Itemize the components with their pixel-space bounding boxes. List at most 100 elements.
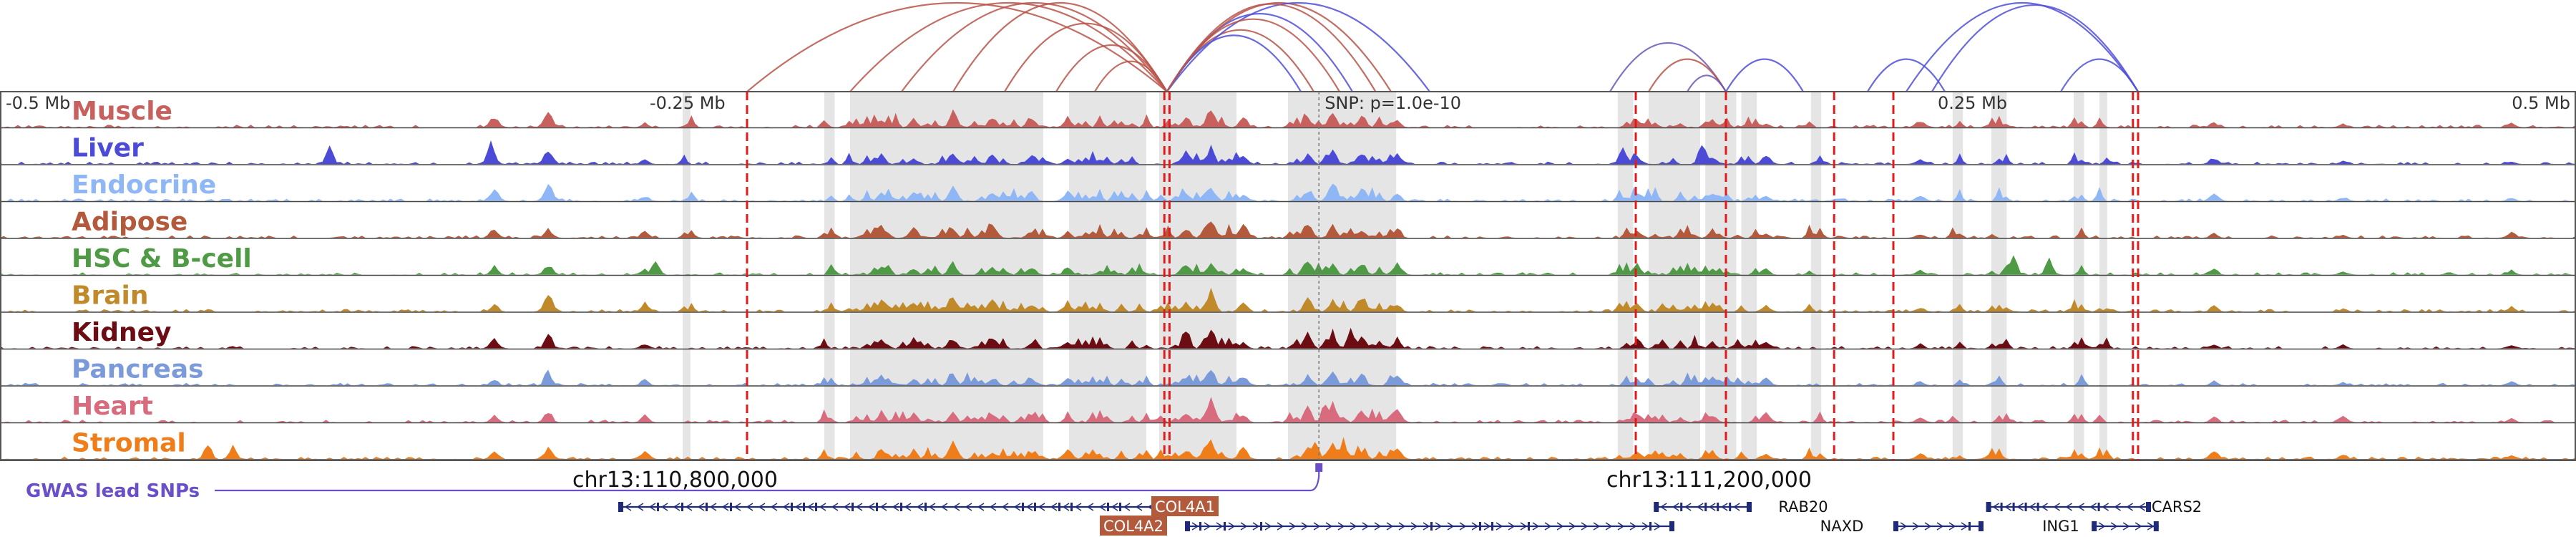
track-name-label: Endocrine [72,170,216,200]
chromatin-loop-arc [1687,74,1727,92]
gene-exon [1704,503,1707,511]
gene-name-label: ING1 [2042,518,2079,535]
axis-layer: -0.5 Mb -0.25 Mb 0.25 Mb 0.5 Mb SNP: p=1.0e-… [6,93,2570,113]
strand-arrow [1532,522,1540,531]
strand-arrow [1961,522,1968,531]
strand-arrow [1074,503,1082,511]
strand-arrow [636,503,644,511]
gene-exon [730,503,732,511]
gene-exon [2024,503,2027,511]
gene-exon [1430,522,1433,531]
snp-pvalue-label: SNP: p=1.0e-10 [1324,93,1461,113]
gene-name-label: CARS2 [2152,498,2202,516]
gene-exon [1479,522,1481,531]
strand-arrow [2089,503,2097,511]
strand-arrow [1191,522,1199,531]
strand-arrow [1086,503,1094,511]
chromatin-loop-arc [1725,58,1804,92]
strand-arrow [1684,503,1692,511]
gene-exon [924,503,927,511]
gene-exon [1070,503,1073,511]
strand-arrow [1568,522,1576,531]
gene-exon [1729,503,1732,511]
strand-arrow [1544,522,1552,531]
strand-arrow [952,503,960,511]
gwas-snp-marker [1315,463,1323,472]
strand-arrow [2138,503,2145,511]
gene-exon [815,503,817,511]
dashed-markers-layer [746,92,2140,460]
strand-arrow [2135,522,2142,531]
gene-label-box [1100,516,1167,536]
strand-arrow [904,503,912,511]
strand-arrow [624,503,632,511]
strand-arrow [1410,522,1418,531]
strand-arrow [660,503,668,511]
strand-arrow [965,503,972,511]
gene-label-box [1151,496,1219,516]
gene-exon [1968,522,1971,531]
strand-arrow [1098,503,1106,511]
strand-arrow [697,503,705,511]
gene-exon [2000,503,2003,511]
strand-arrow [989,503,997,511]
highlight-region [824,92,835,460]
chromatin-loops-layer [746,1,2139,92]
strand-arrow [1111,503,1118,511]
chromatin-loop-arc [901,1,1168,92]
gene-exon [618,502,623,512]
gene-exon [852,503,854,511]
strand-arrow [1062,503,1070,511]
strand-arrow [1900,522,1908,531]
strand-arrow [1264,522,1272,531]
strand-arrow [758,503,766,511]
gene-exon [681,503,683,511]
gene-exon [2097,503,2100,511]
strand-arrow [1924,522,1932,531]
track-name-label: Liver [72,134,144,163]
strand-arrow [1435,522,1443,531]
gene-exon [900,503,902,511]
strand-arrow [1447,522,1455,531]
strand-arrow [2114,503,2121,511]
strand-arrow [1672,503,1679,511]
strand-arrow [1398,522,1406,531]
strand-arrow [1471,522,1479,531]
highlight-region [1069,92,1146,460]
highlight-region [1288,92,1397,460]
strand-arrow [1240,522,1248,531]
strand-arrow [685,503,693,511]
strand-arrow [819,503,826,511]
track-name-label: Kidney [72,318,172,347]
signal-track-area [0,287,2576,311]
strand-arrow [1301,522,1309,531]
strand-arrow [746,503,753,511]
highlight-region [2099,92,2107,460]
gene-exon [1491,522,1493,531]
gene-exon [706,503,708,511]
strand-arrow [1025,503,1033,511]
strand-arrow [2110,522,2118,531]
gene-exon [1224,522,1226,531]
highlight-regions-layer [683,92,2107,460]
strand-arrow [1337,522,1345,531]
strand-arrow [1720,503,1728,511]
gene-exon [1528,522,1530,531]
highlight-region [1617,92,1634,460]
chromatin-loop-arc [849,2,1168,92]
strand-arrow [1992,503,1999,511]
gene-exon [2012,503,2015,511]
strand-arrow [1641,522,1649,531]
highlight-region [2074,92,2084,460]
chromatin-loop-arc [1166,3,1377,92]
strand-arrow [1013,503,1021,511]
strand-arrow [1123,503,1131,511]
strand-arrow [1038,503,1045,511]
gene-exon [1669,521,1674,531]
strand-arrow [1659,503,1667,511]
gene-exon [1654,502,1659,512]
chromatin-loop-arc [1094,60,1168,92]
gene-exon [1979,521,1984,531]
gene-exon [1747,502,1752,512]
